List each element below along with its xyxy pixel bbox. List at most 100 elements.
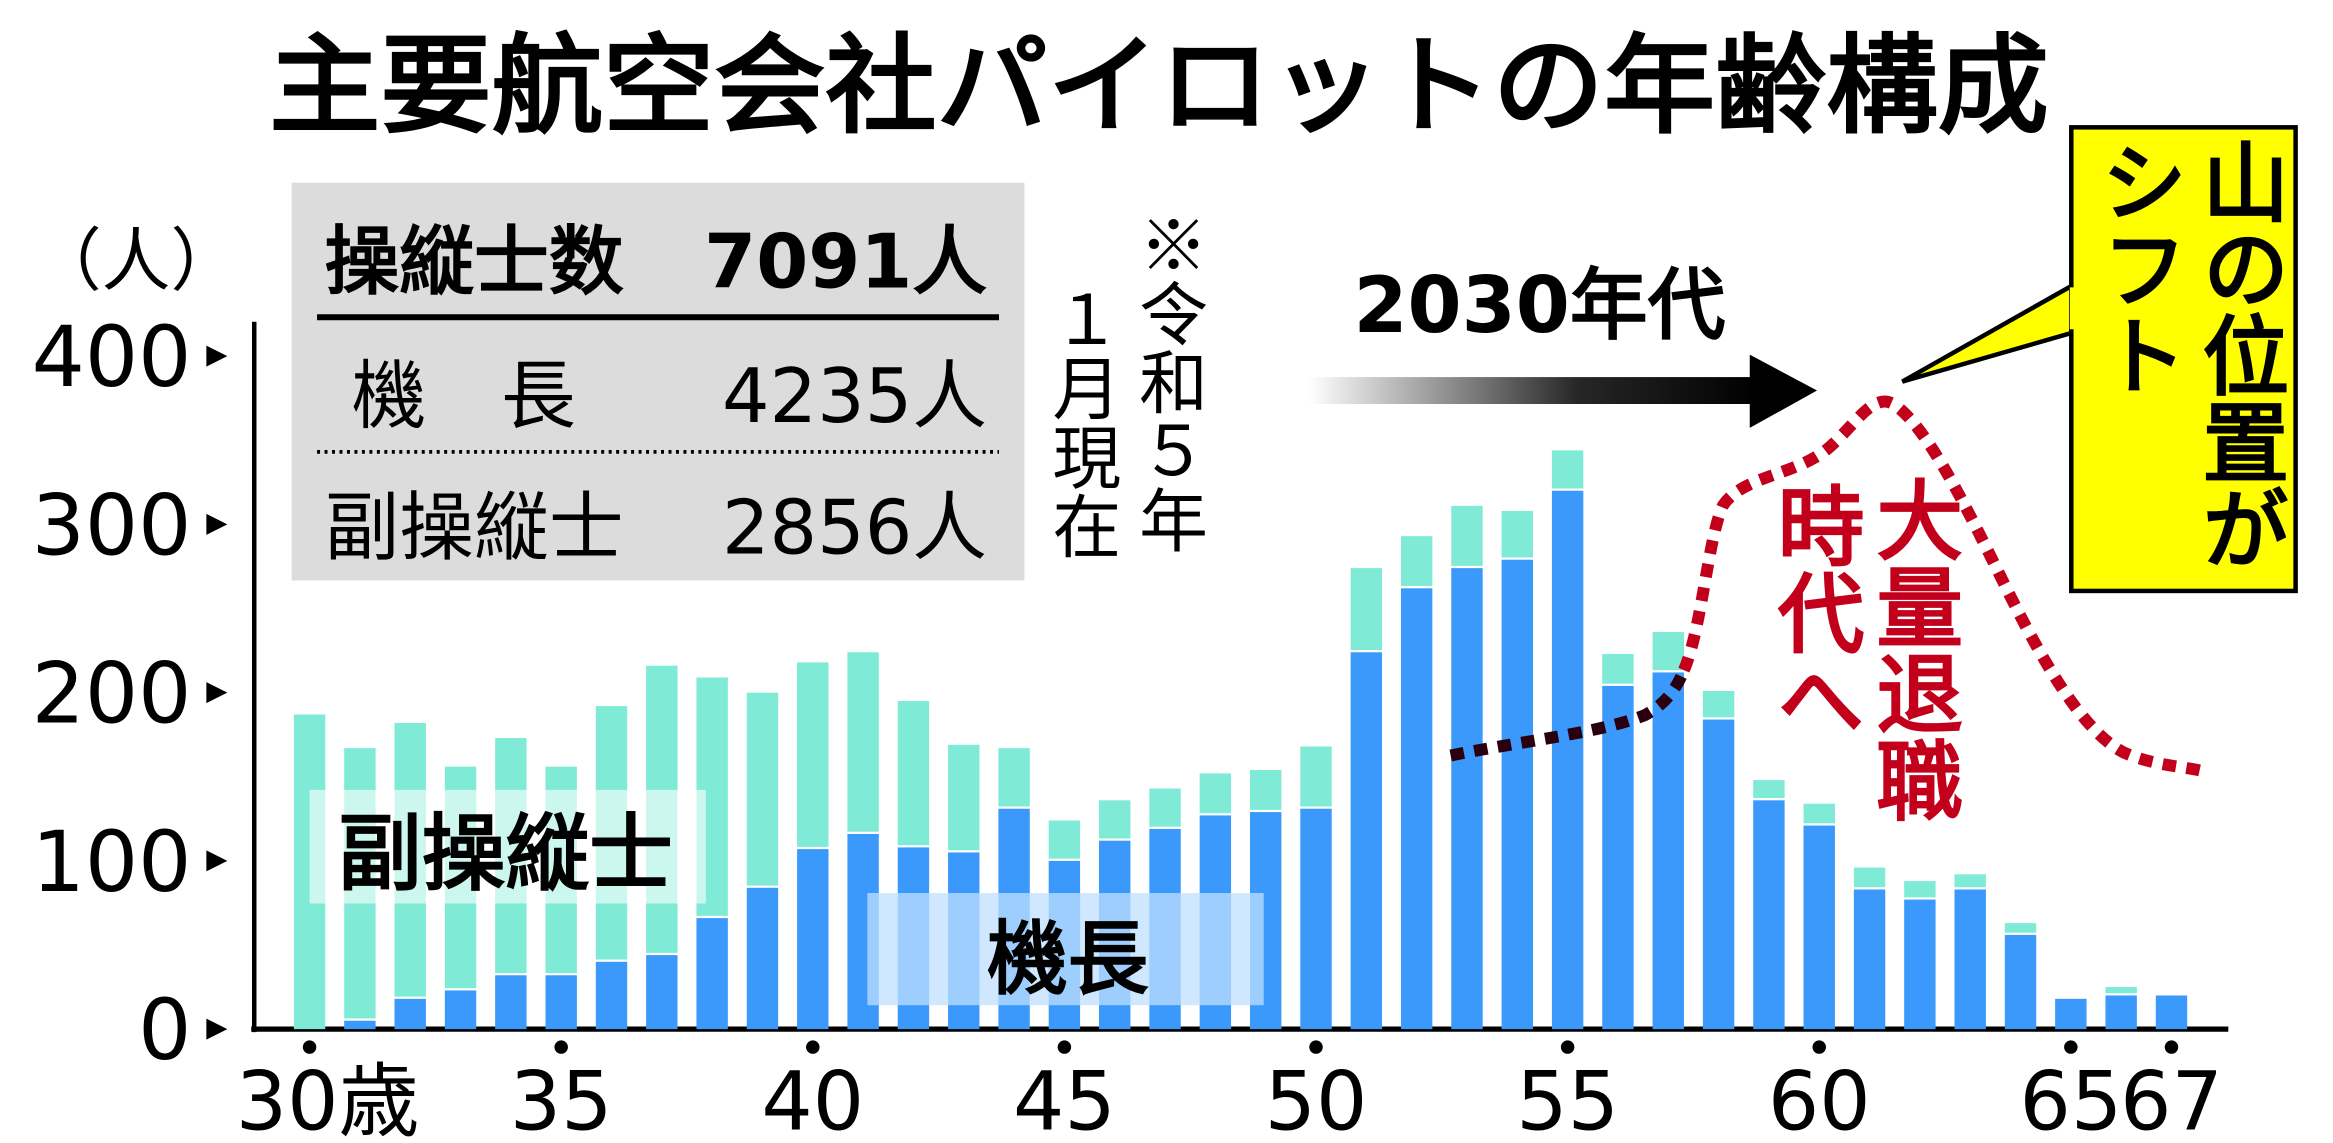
x-tick-dot (1309, 1040, 1323, 1054)
y-tick-label: 200 (32, 645, 192, 743)
bar-captain (1400, 588, 1433, 1030)
bar-captain (1501, 559, 1534, 1030)
y-tick-label: 0 (138, 981, 191, 1079)
bar-first-officer (897, 701, 930, 846)
bar-first-officer (1853, 867, 1886, 888)
x-tick-dot (554, 1040, 568, 1054)
axes (251, 321, 2229, 1033)
fo-value: 2856人 (722, 485, 987, 572)
bar-first-officer (1702, 690, 1735, 718)
bar-first-officer (1099, 800, 1131, 839)
x-tick-label: 40 (761, 1055, 864, 1143)
bar-captain (2004, 934, 2037, 1030)
bar-first-officer (2004, 923, 2037, 933)
bar-first-officer (1350, 568, 1383, 651)
bar-first-officer (1904, 881, 1936, 898)
x-tick-label: 45 (1013, 1055, 1116, 1143)
x-tick-dot (1560, 1040, 1575, 1054)
bar-first-officer (998, 748, 1030, 807)
arrow-2030s (1308, 354, 1818, 428)
bar-first-officer (847, 652, 879, 832)
total-value: 7091人 (704, 218, 987, 305)
y-tick-marker (206, 1018, 228, 1040)
total-label: 操縦士数 (325, 218, 624, 305)
bar-captain (595, 961, 628, 1030)
arrow-label: 2030年代 (1353, 261, 1725, 351)
bar-captain (2055, 998, 2087, 1030)
bar-first-officer (1048, 820, 1081, 859)
bar-captain (344, 1020, 376, 1030)
y-tick-label: 300 (32, 476, 192, 574)
bar-first-officer (1400, 536, 1433, 587)
bar-captain (2105, 995, 2137, 1030)
bar-captain (746, 887, 779, 1030)
y-tick-marker (206, 850, 228, 872)
chart-title: 主要航空会社パイロットの年齢構成 (269, 24, 2049, 149)
bar-captain (545, 975, 577, 1030)
bar-captain (1451, 568, 1483, 1030)
legend-captain-label: 機長 (987, 913, 1149, 1007)
bar-first-officer (1803, 803, 1835, 824)
bar-captain (1350, 652, 1383, 1030)
bar-captain (1602, 685, 1634, 1030)
bar-captain (1551, 490, 1584, 1030)
y-axis-unit: （人） (33, 221, 239, 301)
x-tick-label: 50 (1265, 1055, 1368, 1143)
fo-label: 副操縦士 (325, 485, 624, 572)
legend-fo-label: 副操縦士 (338, 805, 673, 903)
bar-captain (696, 918, 728, 1030)
callout-column-1: 山の位置が (2187, 138, 2288, 572)
bar-captain (1904, 899, 1936, 1030)
x-tick-label: 30歳 (236, 1055, 420, 1143)
legend-captain-box (867, 893, 1264, 1006)
note-column-1: ※令和５年 (1127, 210, 1207, 554)
bar-captain (646, 955, 678, 1030)
x-tick-dot (1057, 1040, 1072, 1054)
y-tick-label: 100 (32, 813, 192, 911)
bar-first-officer (1753, 780, 1785, 799)
bar-captain (1753, 800, 1785, 1030)
bar-first-officer (1602, 653, 1634, 684)
bar-captain (797, 849, 829, 1030)
bar-first-officer (1300, 746, 1332, 807)
projection-curve (1678, 395, 2208, 778)
bar-first-officer (1249, 770, 1282, 810)
callout-bubble (1901, 125, 2298, 594)
bar-first-officer (1199, 773, 1232, 814)
bar-captain (444, 990, 477, 1030)
bar-first-officer (797, 662, 829, 847)
retirement-column-2: 時代へ (1762, 482, 1865, 742)
bar-first-officer (1954, 874, 1986, 888)
summary-box: 操縦士数 7091人 機 長 4235人 副操縦士 2856人 (291, 182, 1025, 581)
bar-captain (1954, 889, 1986, 1030)
bar-first-officer (1551, 450, 1584, 489)
x-tick-label: 35 (510, 1055, 613, 1143)
bar-captain (1300, 808, 1332, 1030)
bar-captain (1803, 825, 1835, 1030)
x-tick-dot (2164, 1040, 2179, 1054)
callout-column-2: シフト (2085, 138, 2186, 398)
legend-fo-box (309, 789, 706, 904)
x-tick-label: 60 (1768, 1055, 1871, 1143)
bar-first-officer (1451, 505, 1483, 566)
bar-first-officer (2105, 987, 2137, 994)
bar-captain (1652, 672, 1684, 1030)
x-tick-label: 55 (1516, 1055, 1619, 1143)
x-tick-label: 65 (2019, 1055, 2122, 1143)
bar-captain (1702, 719, 1735, 1030)
bar-first-officer (1149, 788, 1181, 827)
note-column-2: １月現在 (1040, 284, 1120, 559)
projection-curve-dark (1449, 667, 1690, 762)
retirement-column-1: 大量退職 (1861, 476, 1962, 823)
y-tick-marker (206, 345, 228, 367)
bar-first-officer (948, 744, 980, 851)
x-tick-dot (1812, 1040, 1826, 1054)
bar-first-officer (1501, 510, 1534, 558)
y-tick-label: 400 (32, 308, 192, 406)
y-tick-marker (206, 682, 228, 704)
bar-captain (2155, 995, 2188, 1030)
bar-first-officer (1652, 632, 1684, 671)
x-tick-label: 67 (2120, 1055, 2223, 1143)
bar-first-officer (746, 692, 779, 886)
